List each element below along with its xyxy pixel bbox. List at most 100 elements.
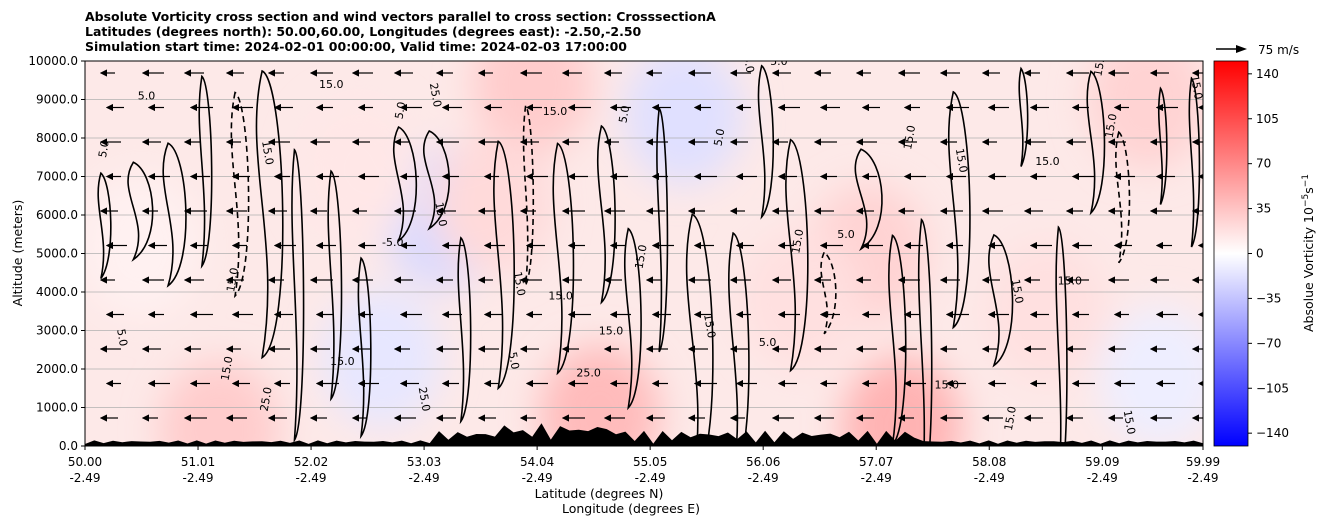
contour-line: [552, 142, 575, 376]
contour-label: 15.0: [633, 244, 650, 270]
title-line-3: Simulation start time: 2024-02-01 00:00:…: [85, 39, 627, 54]
contour-label: 15.0: [319, 78, 344, 91]
contour-label: 15.0: [789, 228, 806, 254]
vorticity-blob: [623, 61, 744, 185]
colorbar-tick-label: 140: [1256, 67, 1279, 81]
y-axis-label: Altitude (meters): [10, 200, 25, 307]
contour-label: 15.0: [548, 290, 573, 303]
x-tick-label-lon: -2.49: [974, 471, 1005, 485]
contour-label: 15.0: [953, 147, 970, 173]
vorticity-blob: [159, 360, 280, 446]
colorbar-gradient: [1213, 60, 1249, 447]
contour-label: 15.0: [219, 355, 236, 381]
y-tick-label: 9000.0: [36, 93, 78, 107]
colorbar-tick-label: −140: [1256, 426, 1289, 440]
contour-line: [1086, 70, 1106, 216]
contour-line: [255, 69, 284, 360]
x-tick-label-lat: 59.99: [1186, 455, 1220, 469]
x-tick-label-lon: -2.49: [296, 471, 327, 485]
x-tick-label-lon: -2.49: [748, 471, 779, 485]
vorticity-blob: [299, 98, 420, 239]
vorticity-blob: [987, 241, 1108, 382]
x-axis: 50.00 -2.49 51.01 -2.49 52.02 -2.49 53.03 -2.49…: [68, 446, 1220, 485]
x-tick-label-lon: -2.49: [861, 471, 892, 485]
contour-label: 15.0: [1103, 113, 1120, 139]
contour-line: [357, 256, 372, 437]
x-tick-label-lon: -2.49: [182, 471, 213, 485]
vorticity-blob: [1099, 306, 1203, 446]
y-tick-label: 7000.0: [36, 170, 78, 184]
contour-label: 5.0: [393, 101, 409, 120]
contour-label: 15.0: [701, 313, 718, 339]
contour-line: [457, 236, 472, 425]
colorbar-tick-label: −105: [1256, 381, 1289, 395]
contour-line: [393, 126, 418, 244]
contour-label: 15.0: [511, 270, 528, 296]
x-tick-label-lat: 58.08: [972, 455, 1006, 469]
contour-label: 15.0: [1121, 409, 1138, 435]
contour-line: [522, 103, 535, 286]
contour-label: 15.0: [1009, 278, 1026, 304]
wind-vectors: [99, 69, 1203, 422]
title-line-2: Latitudes (degrees north): 50.00,60.00, …: [85, 24, 642, 39]
colorbar-label: Absolue Vorticity 10−5s−1: [1301, 174, 1316, 332]
contour-line: [291, 148, 305, 444]
vorticity-blob: [472, 61, 593, 155]
y-tick-label: 6000.0: [36, 208, 78, 222]
contour-line: [988, 233, 1014, 368]
contour-label: 5.0: [712, 128, 728, 147]
contour-line: [1018, 66, 1029, 167]
colorbar-tick-label: 0: [1256, 247, 1264, 261]
contour-line: [785, 138, 809, 373]
x-tick-label-lon: -2.49: [635, 471, 666, 485]
contour-label: 15.0: [432, 201, 449, 227]
x-tick-label-lat: 56.06: [746, 455, 780, 469]
colorbar-tick-label: 70: [1256, 157, 1271, 171]
contour-line: [230, 91, 250, 299]
contour-label: 5.0: [759, 336, 777, 349]
contour-line: [493, 140, 516, 391]
y-tick-label: 1000.0: [36, 401, 78, 415]
contour-line: [127, 161, 154, 262]
x-tick-label-lon: -2.49: [1087, 471, 1118, 485]
x-tick-label-lat: 51.01: [181, 455, 215, 469]
quiver-key-arrowhead: [1236, 45, 1247, 53]
y-tick-label: 8000.0: [36, 131, 78, 145]
colorbar-tick-label: −70: [1256, 336, 1281, 350]
contour-label: 25.0: [258, 386, 275, 412]
contour-label: 15.0: [901, 124, 918, 150]
contour-line: [423, 130, 450, 231]
x-tick-label-lat: 54.04: [520, 455, 554, 469]
contour-label: 15.0: [1035, 155, 1060, 168]
contour-labels: 5.0 5.0 15.0 15.0 5.0 25.0 15.0 5.0 5.0 5.0 15.0 15…: [96, 55, 1203, 435]
contour-label: 15.0: [330, 355, 355, 368]
quiver-key-label: 75 m/s: [1258, 43, 1299, 57]
contour-line: [820, 251, 837, 335]
contour-label: 25.0: [416, 386, 433, 412]
colorbar-tick-label: 35: [1256, 202, 1271, 216]
x-axis-label-lat: Latitude (degrees N): [535, 486, 664, 501]
x-tick-label-lon: -2.49: [409, 471, 440, 485]
contour-line: [1157, 86, 1168, 205]
contour-line: [623, 227, 642, 411]
contour-label: 5.0: [506, 351, 522, 370]
contour-line: [685, 213, 714, 446]
contour-line: [198, 74, 213, 269]
x-tick-label-lon: -2.49: [69, 471, 100, 485]
contour-label: 25.0: [427, 82, 444, 108]
y-tick-label: 4000.0: [36, 285, 78, 299]
contour-line: [1055, 225, 1068, 446]
x-axis-label-lon: Longitude (degrees E): [562, 501, 700, 516]
contour-label: 25.0: [576, 367, 601, 380]
contour-label: 15.0: [1058, 274, 1083, 287]
x-tick-label-lon: -2.49: [522, 471, 553, 485]
contour-line: [1115, 130, 1131, 264]
contour-label: 5.0: [96, 139, 112, 158]
x-tick-label-lat: 53.03: [407, 455, 441, 469]
contour-label: 5.0: [770, 55, 788, 68]
y-tick-label: 2000.0: [36, 362, 78, 376]
x-tick-label-lat: 50.00: [68, 455, 102, 469]
contour-line: [162, 142, 187, 288]
contour-label: 15.0: [1002, 405, 1019, 431]
